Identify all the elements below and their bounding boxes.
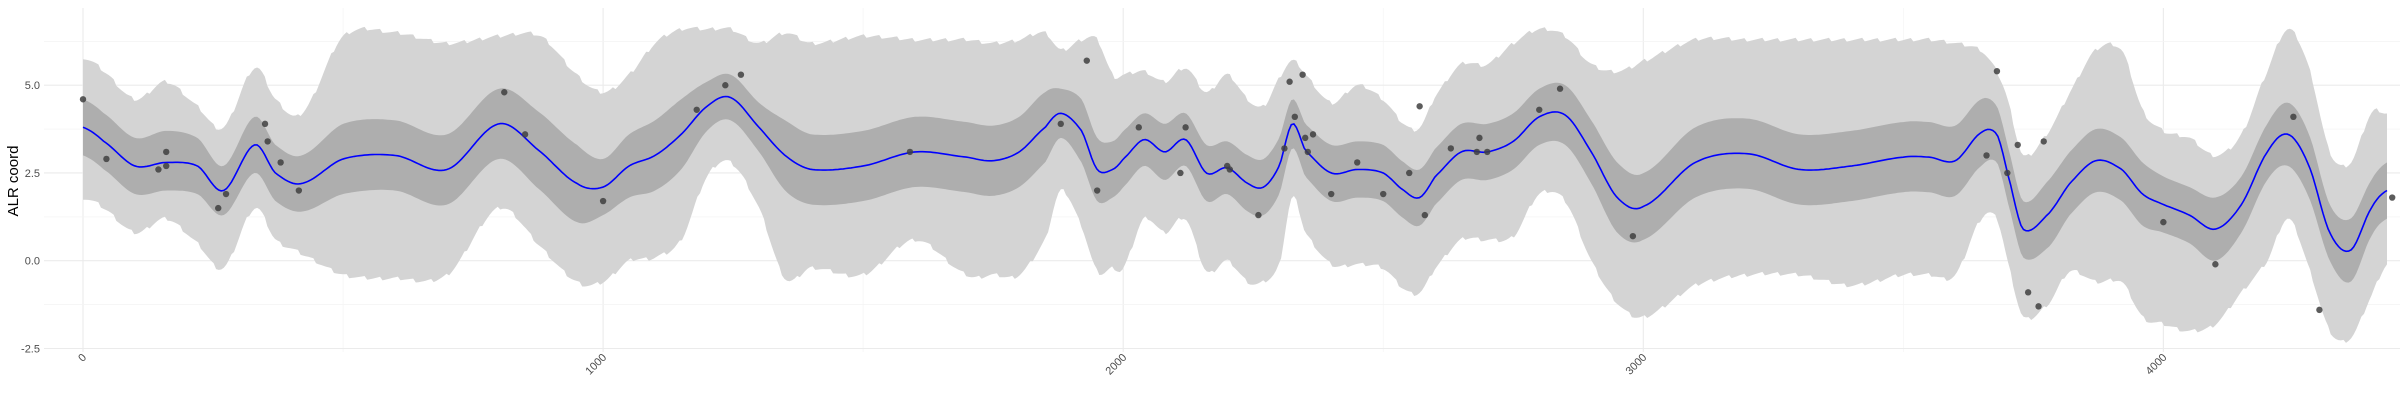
data-point <box>103 155 110 163</box>
data-point <box>1135 124 1142 131</box>
data-point <box>2040 138 2047 145</box>
data-point <box>1556 85 1564 92</box>
data-point <box>1226 166 1234 173</box>
data-point <box>1536 106 1543 113</box>
data-point <box>277 159 284 166</box>
data-point <box>2024 289 2032 296</box>
y-tick-label: 2.5 <box>25 168 40 180</box>
y-axis-title: ALR coord <box>5 146 22 217</box>
data-point <box>521 131 529 138</box>
data-point <box>1093 187 1101 194</box>
mean-line-group <box>82 95 2388 253</box>
data-point <box>2004 169 2011 177</box>
x-tick-label: 3000 <box>1624 352 1650 378</box>
data-point <box>261 120 269 128</box>
data-point <box>1421 211 1429 219</box>
data-point <box>1281 145 1288 152</box>
data-point <box>1302 134 1309 142</box>
y-tick-label: 0.0 <box>25 256 40 268</box>
data-point <box>693 106 700 113</box>
data-point <box>1177 169 1184 177</box>
x-tick-label: 0 <box>76 352 89 365</box>
data-point <box>264 138 271 145</box>
data-point <box>1057 120 1064 128</box>
data-point <box>1083 57 1090 64</box>
data-point <box>1473 148 1481 156</box>
data-point <box>79 96 87 103</box>
data-point <box>1291 113 1299 121</box>
mean-line <box>82 95 2388 253</box>
data-point <box>599 197 607 205</box>
data-point <box>1406 169 1413 177</box>
data-point <box>1304 148 1312 156</box>
x-tick-label: 1000 <box>583 352 609 378</box>
data-point <box>1354 159 1361 166</box>
data-point <box>2035 303 2042 310</box>
data-point <box>1983 152 1990 159</box>
x-tick-label: 2000 <box>1104 352 1130 378</box>
y-tick-label: -2.5 <box>21 343 40 355</box>
data-point <box>2316 306 2323 314</box>
y-tick-labels: -2.5 0.0 2.5 5.0 <box>21 80 40 355</box>
x-tick-labels: 0 1000 2000 3000 4000 <box>76 352 2169 378</box>
data-point <box>737 71 745 78</box>
data-point <box>163 162 170 170</box>
inner-credible-band <box>83 73 2387 283</box>
data-point <box>1476 134 1483 142</box>
data-point <box>1447 145 1455 152</box>
y-tick-label: 5.0 <box>25 80 40 92</box>
data-point <box>906 148 914 156</box>
data-point <box>222 190 230 198</box>
data-point <box>1629 232 1637 240</box>
data-point <box>1299 71 1306 78</box>
data-point <box>722 82 729 89</box>
inner-band-group <box>83 73 2387 283</box>
data-point <box>2014 141 2021 149</box>
data-point <box>295 187 303 194</box>
x-tick-label: 4000 <box>2144 352 2170 378</box>
data-point <box>155 166 162 173</box>
data-point <box>2388 194 2396 201</box>
data-point <box>1416 103 1423 110</box>
data-point <box>1309 131 1317 138</box>
points-group <box>79 57 2396 314</box>
data-point <box>2160 218 2167 226</box>
data-point <box>1328 190 1335 198</box>
data-point <box>1993 67 2001 75</box>
data-point <box>1380 190 1387 198</box>
data-point <box>1182 124 1189 131</box>
data-point <box>215 204 222 212</box>
data-point <box>2212 261 2219 268</box>
data-point <box>501 89 508 96</box>
data-point <box>1255 211 1262 219</box>
data-point <box>1286 78 1293 85</box>
data-point <box>2290 113 2297 121</box>
data-point <box>163 148 170 156</box>
data-point <box>1484 148 1491 156</box>
